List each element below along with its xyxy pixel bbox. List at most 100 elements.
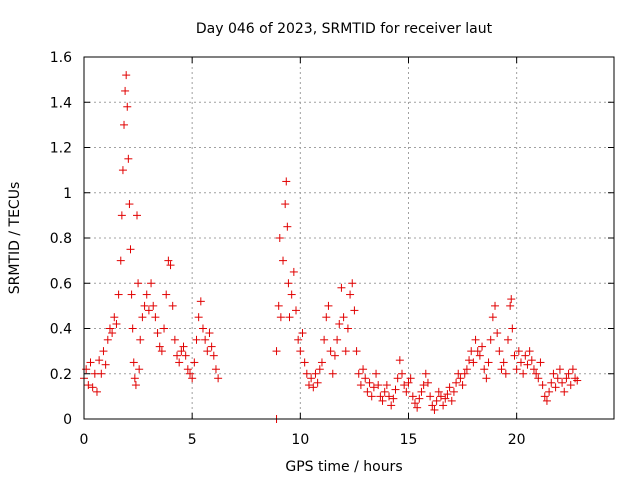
data-point — [380, 387, 389, 396]
data-point — [164, 256, 173, 265]
data-point — [568, 365, 577, 374]
data-point — [108, 329, 117, 338]
data-point — [157, 347, 166, 356]
data-point — [493, 329, 502, 338]
data-point — [495, 347, 504, 356]
data-point — [540, 392, 549, 401]
data-point — [127, 290, 136, 299]
data-point — [400, 381, 409, 390]
data-point — [551, 383, 560, 392]
data-point — [170, 335, 179, 344]
data-point — [276, 313, 285, 322]
data-point — [309, 383, 318, 392]
data-point — [352, 347, 361, 356]
data-point — [151, 313, 160, 322]
y-tick-label: 0.6 — [50, 276, 72, 292]
y-tick-label: 0.2 — [50, 367, 72, 383]
data-point — [133, 211, 141, 220]
data-point — [354, 369, 363, 378]
data-point — [173, 351, 182, 360]
chart-title: Day 046 of 2023, SRMTID for receiver lau… — [196, 21, 493, 37]
data-point — [114, 290, 123, 299]
data-point — [398, 369, 406, 378]
data-point — [120, 120, 129, 129]
data-point — [275, 234, 284, 242]
data-point — [501, 369, 510, 378]
data-point — [281, 200, 290, 209]
data-point — [166, 261, 175, 270]
data-point — [190, 358, 199, 367]
data-point — [117, 211, 126, 220]
data-point — [482, 374, 491, 383]
data-point — [175, 358, 184, 367]
data-point — [130, 374, 139, 383]
data-point — [86, 358, 95, 367]
y-tick-label: 1.2 — [50, 141, 72, 157]
data-point — [92, 387, 101, 396]
data-point — [361, 374, 370, 383]
grid — [84, 57, 614, 419]
data-point — [486, 335, 495, 344]
data-point — [421, 369, 430, 378]
data-point — [292, 306, 300, 315]
data-point — [534, 374, 543, 383]
data-point — [555, 365, 564, 374]
y-tick-label: 0.4 — [50, 322, 72, 338]
x-tick-label: 20 — [508, 432, 526, 448]
data-point — [192, 335, 201, 344]
data-point — [393, 374, 402, 383]
data-point — [436, 392, 445, 401]
data-point — [430, 405, 439, 414]
data-point — [428, 401, 437, 410]
data-point — [519, 369, 528, 378]
data-point — [532, 369, 541, 378]
data-point — [374, 381, 383, 390]
data-point — [406, 374, 415, 383]
data-point — [284, 279, 293, 288]
data-point — [207, 342, 216, 351]
data-point — [507, 295, 516, 304]
data-point — [547, 378, 556, 387]
data-point — [538, 381, 547, 390]
data-point — [419, 381, 428, 390]
data-point — [404, 378, 413, 387]
data-point — [285, 313, 294, 322]
data-point — [136, 335, 145, 344]
data-point — [203, 347, 212, 356]
data-point — [449, 387, 458, 396]
data-point — [337, 283, 346, 292]
data-point — [313, 378, 322, 387]
data-point — [465, 356, 474, 365]
data-point — [186, 369, 194, 378]
data-point — [443, 390, 452, 399]
x-tick-label: 10 — [291, 432, 309, 448]
data-point — [328, 369, 337, 378]
data-point — [415, 394, 424, 403]
data-point — [339, 313, 348, 322]
data-point — [298, 329, 307, 338]
data-point — [473, 347, 482, 356]
data-point — [395, 356, 404, 365]
data-point — [330, 351, 339, 360]
data-point — [447, 396, 456, 405]
data-point — [123, 102, 132, 111]
data-point — [536, 358, 545, 367]
data-point — [179, 342, 188, 351]
data-point — [439, 401, 448, 410]
x-tick-label: 0 — [80, 432, 89, 448]
data-point — [571, 374, 580, 383]
x-axis-label: GPS time / hours — [285, 459, 402, 475]
data-point — [272, 347, 281, 356]
data-point — [103, 335, 112, 344]
data-point — [491, 301, 500, 310]
data-point — [177, 347, 186, 356]
data-point — [196, 297, 205, 306]
data-point — [545, 387, 554, 396]
data-point — [402, 387, 411, 396]
data-point — [302, 369, 311, 378]
data-point — [155, 342, 164, 351]
data-point — [315, 365, 324, 374]
data-point — [214, 374, 223, 383]
data-point — [105, 324, 114, 333]
